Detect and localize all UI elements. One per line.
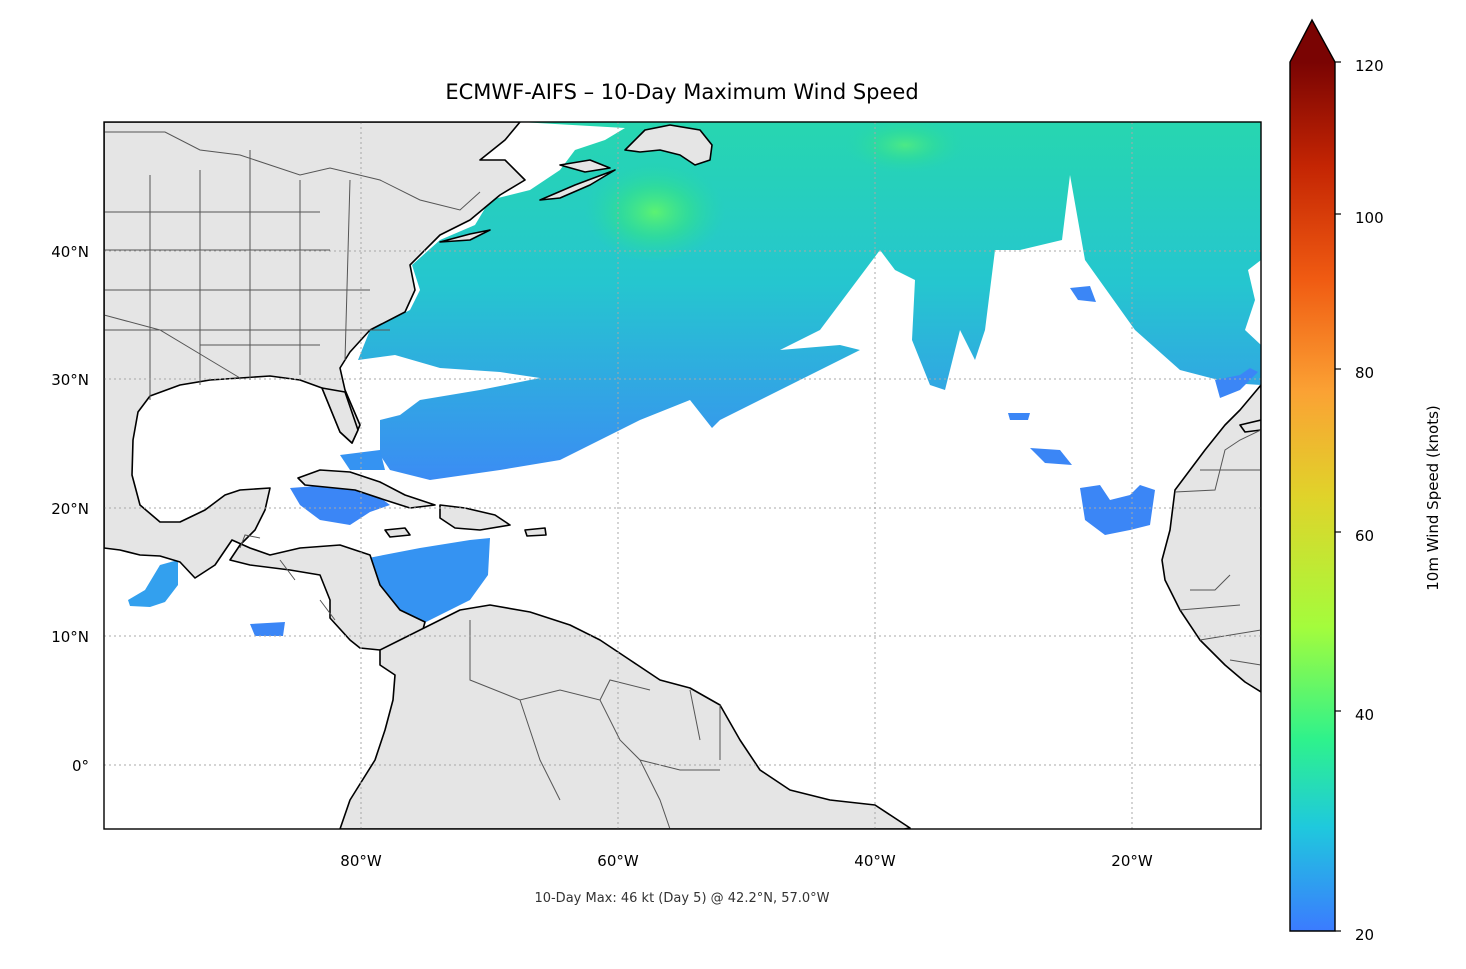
jamaica-land xyxy=(384,527,411,538)
political-borders xyxy=(104,131,1261,829)
colorbar-tick-100: 100 xyxy=(1355,209,1384,227)
africa-land xyxy=(1161,384,1261,693)
wind-field-pacific-small xyxy=(250,622,285,636)
map-panel xyxy=(104,122,1261,829)
colorbar-tick-20: 20 xyxy=(1355,926,1374,944)
colorbar-tick-labels: 20 40 60 80 100 120 xyxy=(1355,57,1384,944)
colorbar-outline xyxy=(1289,18,1336,932)
wind-field-bahamas xyxy=(340,450,385,470)
lon-tick-40w: 40°W xyxy=(854,852,896,870)
canary-land xyxy=(1239,419,1261,433)
wind-field-north-atlantic xyxy=(358,122,1261,480)
colorbar-gradient xyxy=(1290,62,1335,931)
pei-land xyxy=(559,159,611,173)
wind-field-patch-3 xyxy=(1008,413,1030,420)
wind-field-cuba-south xyxy=(290,485,390,525)
colorbar-tick-80: 80 xyxy=(1355,364,1374,382)
lon-tick-labels: 80°W 60°W 40°W 20°W xyxy=(340,852,1153,870)
us-state-borders xyxy=(104,150,390,400)
colorbar-label: 10m Wind Speed (knots) xyxy=(1424,405,1442,591)
north-america-land xyxy=(104,122,526,671)
us-canada-border xyxy=(104,131,481,211)
africa-borders xyxy=(1174,429,1261,666)
south-america-borders xyxy=(469,620,721,829)
land-masses xyxy=(104,122,1261,829)
wind-field-cape-verde xyxy=(1080,485,1155,535)
colorbar-ticks xyxy=(1335,61,1341,932)
nova-scotia-land xyxy=(539,169,616,201)
lat-tick-30n: 30°N xyxy=(51,371,89,389)
wind-field-canary xyxy=(1215,368,1258,398)
wind-field-pacific xyxy=(128,560,178,607)
colorbar-tick-60: 60 xyxy=(1355,527,1374,545)
colorbar-tick-40: 40 xyxy=(1355,706,1374,724)
map-frame xyxy=(103,121,1262,830)
florida-land xyxy=(321,387,359,444)
lat-tick-10n: 10°N xyxy=(51,628,89,646)
south-america-land xyxy=(339,604,911,829)
wind-max-hotspot xyxy=(585,162,725,262)
wind-field-patch-1 xyxy=(1030,448,1072,465)
long-island-land xyxy=(439,229,491,243)
hispaniola-land xyxy=(439,504,511,531)
max-wind-footer: 10-Day Max: 46 kt (Day 5) @ 42.2°N, 57.0… xyxy=(534,891,829,906)
colorbar-extend-arrow xyxy=(1290,20,1335,62)
puerto-rico-land xyxy=(524,527,547,537)
colorbar-tick-120: 120 xyxy=(1355,57,1384,75)
wind-field-patch-2 xyxy=(1070,286,1096,302)
central-america-borders xyxy=(239,534,336,621)
lat-tick-labels: 40°N 30°N 20°N 10°N 0° xyxy=(51,243,89,775)
lat-tick-20n: 20°N xyxy=(51,500,89,518)
mexico-border xyxy=(104,314,241,379)
lon-tick-80w: 80°W xyxy=(340,852,382,870)
lat-tick-40n: 40°N xyxy=(51,243,89,261)
newfoundland-land xyxy=(624,124,713,166)
lat-tick-0: 0° xyxy=(72,757,89,775)
lon-tick-60w: 60°W xyxy=(597,852,639,870)
lon-tick-20w: 20°W xyxy=(1111,852,1153,870)
wind-hotspot-east xyxy=(845,122,965,173)
chart-title: ECMWF-AIFS – 10-Day Maximum Wind Speed xyxy=(445,80,918,104)
cuba-land xyxy=(297,469,436,509)
colorbar: 20 40 60 80 100 120 10m Wind Speed (knot… xyxy=(1289,18,1442,944)
